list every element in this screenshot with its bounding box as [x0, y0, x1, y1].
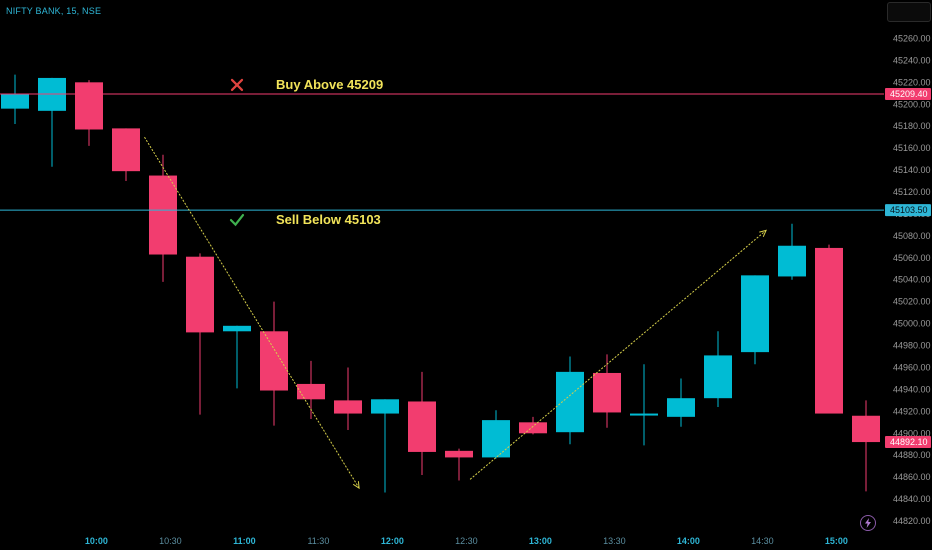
candle-body	[519, 422, 547, 434]
y-tick-label: 45240.00	[893, 55, 931, 65]
y-tick-label: 45120.00	[893, 187, 931, 197]
cross-icon	[230, 78, 244, 92]
y-tick-label: 45140.00	[893, 165, 931, 175]
candle-body	[482, 420, 510, 458]
trend-arrow-head	[759, 229, 767, 237]
candle-body	[260, 331, 288, 391]
candle-body	[741, 275, 769, 353]
candle-body	[704, 355, 732, 399]
x-tick-label: 15:00	[825, 536, 848, 546]
candle-body	[75, 82, 103, 130]
y-tick-label: 45080.00	[893, 231, 931, 241]
top-right-widget[interactable]	[887, 2, 931, 22]
x-tick-label: 14:30	[751, 536, 774, 546]
candle-body	[371, 399, 399, 414]
last-price-label: 44892.10	[890, 437, 928, 447]
level-price-tag	[885, 87, 931, 100]
x-tick-label: 13:30	[603, 536, 626, 546]
candle-body	[815, 247, 843, 414]
trend-arrow-head	[352, 481, 360, 490]
x-tick-label: 13:00	[529, 536, 552, 546]
y-tick-label: 45000.00	[893, 319, 931, 329]
last-price-tag	[885, 435, 931, 448]
candle-body	[556, 371, 584, 433]
level-price-tag	[885, 204, 931, 217]
x-tick-label: 10:00	[85, 536, 108, 546]
y-tick-label: 45060.00	[893, 253, 931, 263]
y-tick-label: 45040.00	[893, 275, 931, 285]
y-tick-label: 44980.00	[893, 341, 931, 351]
x-tick-label: 11:30	[307, 536, 329, 546]
symbol-title: NIFTY BANK, 15, NSE	[6, 6, 102, 16]
candle-body	[186, 256, 214, 333]
level-text: Buy Above 45209	[276, 77, 383, 92]
y-tick-label: 45020.00	[893, 297, 931, 307]
y-tick-label: 44860.00	[893, 472, 931, 482]
level-price-label: 45103.50	[890, 205, 928, 215]
y-tick-label: 45260.00	[893, 33, 931, 43]
candle-body	[112, 128, 140, 172]
candle-body	[297, 383, 325, 400]
candle-body	[334, 400, 362, 414]
candle-body	[445, 450, 473, 458]
check-icon	[229, 213, 245, 227]
y-tick-label: 44920.00	[893, 406, 931, 416]
y-tick-label: 44940.00	[893, 384, 931, 394]
trend-arrow	[469, 230, 767, 480]
y-tick-label: 44900.00	[893, 428, 931, 438]
candle-body	[778, 245, 806, 277]
candle-body	[149, 175, 177, 255]
candle-body	[408, 401, 436, 452]
x-tick-label: 11:00	[233, 536, 256, 546]
candle-body	[1, 94, 29, 109]
y-tick-label: 45160.00	[893, 143, 931, 153]
level-text: Sell Below 45103	[276, 212, 381, 227]
y-tick-label: 44840.00	[893, 494, 931, 504]
x-tick-label: 12:30	[455, 536, 478, 546]
y-tick-label: 45180.00	[893, 121, 931, 131]
x-tick-label: 12:00	[381, 536, 404, 546]
x-tick-label: 14:00	[677, 536, 700, 546]
y-tick-label: 44880.00	[893, 450, 931, 460]
candle-body	[630, 413, 658, 416]
x-tick-label: 10:30	[159, 536, 182, 546]
lightning-icon[interactable]	[860, 515, 876, 531]
y-tick-label: 45200.00	[893, 99, 931, 109]
y-tick-label: 44820.00	[893, 516, 931, 526]
y-tick-label: 45220.00	[893, 77, 931, 87]
candle-body	[852, 415, 880, 443]
candle-body	[223, 325, 251, 332]
trend-arrow	[144, 136, 360, 489]
candle-body	[667, 398, 695, 417]
level-price-label: 45209.40	[890, 89, 928, 99]
candle-body	[593, 372, 621, 413]
y-tick-label: 44960.00	[893, 362, 931, 372]
